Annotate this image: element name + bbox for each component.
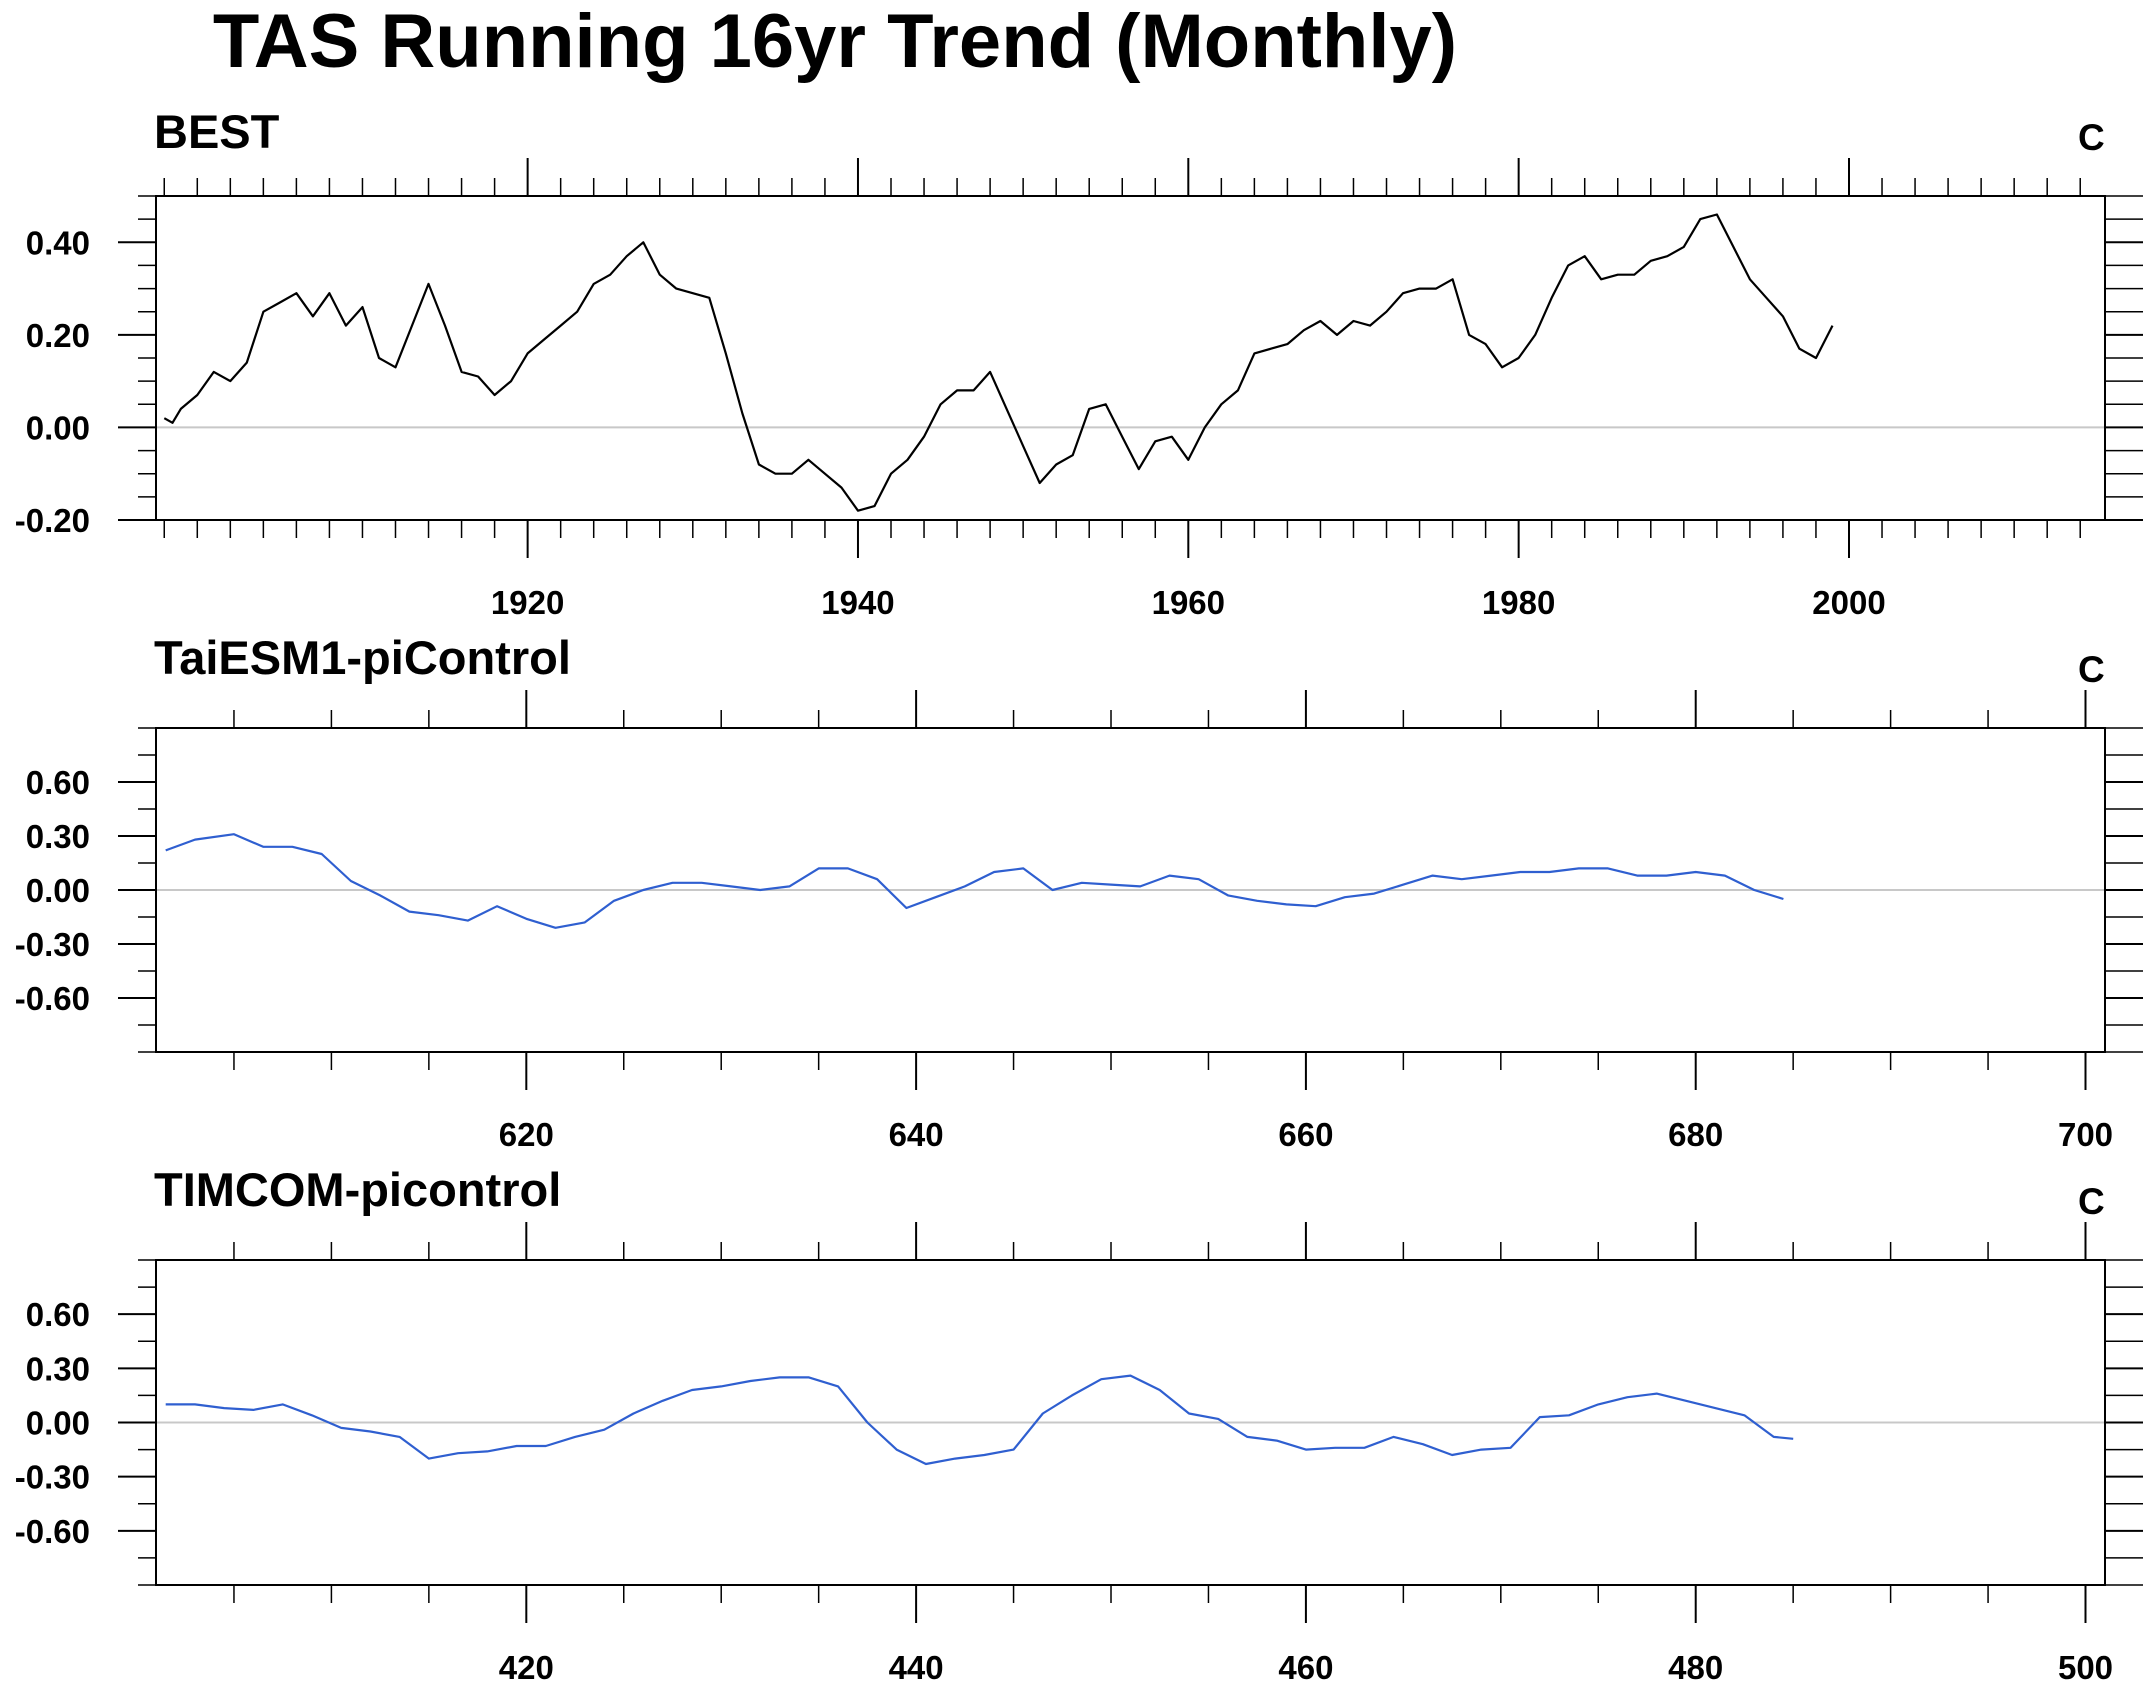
units-label-best: C: [2078, 117, 2105, 158]
timcom-y-tick-label: 0.60: [26, 1296, 90, 1333]
taiesm1-y-tick-label: 0.60: [26, 764, 90, 801]
best-plot-frame: [155, 195, 2106, 521]
best-series-line: [163, 213, 1834, 512]
best-y-tick-label: 0.40: [26, 224, 90, 261]
best-x-tick-label: 1980: [1482, 584, 1555, 621]
taiesm1-x-tick-label: 680: [1668, 1116, 1723, 1153]
panel-title-taiesm1: TaiESM1-piControl: [154, 631, 571, 684]
best-x-tick-label: 1940: [821, 584, 894, 621]
taiesm1-series-line: [165, 833, 1784, 929]
taiesm1-y-tick-label: 0.30: [26, 818, 90, 855]
units-label-taiesm1: C: [2078, 649, 2105, 690]
taiesm1-x-tick-label: 620: [499, 1116, 554, 1153]
best-y-tick-label: 0.20: [26, 317, 90, 354]
best-x-tick-label: 1920: [491, 584, 564, 621]
figure-title: TAS Running 16yr Trend (Monthly): [212, 0, 1458, 84]
taiesm1-x-tick-label: 640: [889, 1116, 944, 1153]
timcom-x-tick-label: 440: [889, 1649, 944, 1686]
taiesm1-x-tick-label: 700: [2058, 1116, 2113, 1153]
timcom-series-line: [165, 1374, 1794, 1466]
taiesm1-y-tick-label: 0.00: [26, 872, 90, 909]
timcom-x-tick-label: 500: [2058, 1649, 2113, 1686]
timcom-y-tick-label: 0.30: [26, 1350, 90, 1387]
best-x-tick-label: 2000: [1812, 584, 1885, 621]
taiesm1-x-tick-label: 660: [1278, 1116, 1333, 1153]
best-y-tick-label: 0.00: [26, 409, 90, 446]
best-y-tick-label: -0.20: [15, 502, 90, 539]
units-label-timcom: C: [2078, 1181, 2105, 1222]
taiesm1-y-tick-label: -0.60: [15, 980, 90, 1017]
timcom-y-tick-label: -0.30: [15, 1459, 90, 1496]
timcom-y-tick-label: 0.00: [26, 1405, 90, 1442]
timcom-y-tick-label: -0.60: [15, 1513, 90, 1550]
panel-title-timcom: TIMCOM-picontrol: [154, 1163, 562, 1216]
best-x-tick-label: 1960: [1152, 584, 1225, 621]
timcom-x-tick-label: 420: [499, 1649, 554, 1686]
panel-title-best: BEST: [154, 105, 280, 158]
timcom-x-tick-label: 480: [1668, 1649, 1723, 1686]
taiesm1-y-tick-label: -0.30: [15, 926, 90, 963]
timcom-x-tick-label: 460: [1278, 1649, 1333, 1686]
